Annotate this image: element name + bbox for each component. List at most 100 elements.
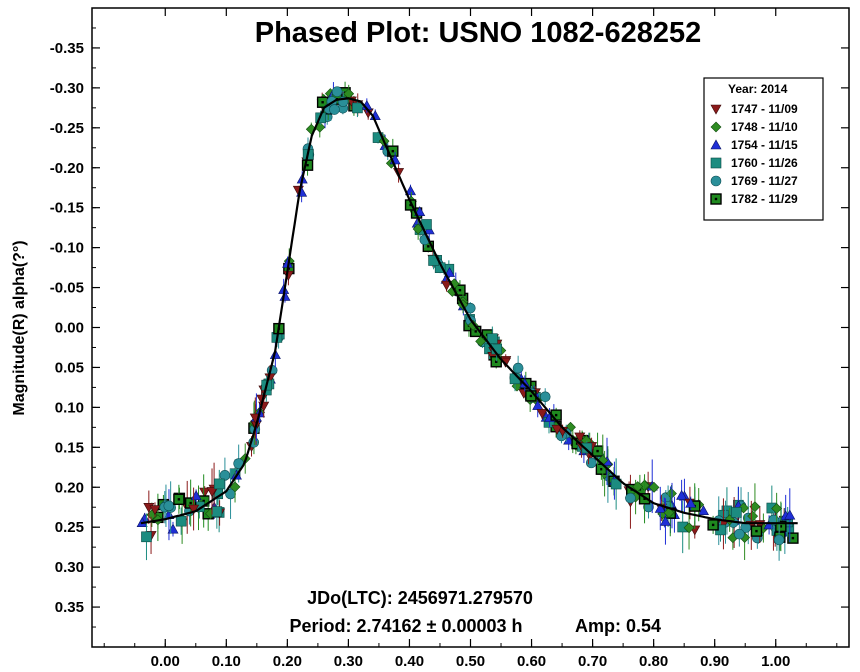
data-point xyxy=(697,505,709,516)
data-point-dot xyxy=(189,501,192,505)
data-point xyxy=(512,362,524,374)
y-tick-label: -0.05 xyxy=(50,280,84,297)
data-point-dot xyxy=(554,413,558,417)
data-point xyxy=(352,102,363,114)
y-tick-label: -0.15 xyxy=(50,200,84,217)
period-annotation: Period: 2.74162 ± 0.00003 h xyxy=(289,616,522,636)
data-point-dot xyxy=(202,499,205,503)
data-point-dot xyxy=(596,449,599,453)
x-tick-label: 0.40 xyxy=(395,653,424,670)
data-point xyxy=(731,507,742,518)
x-tick-label: 1.00 xyxy=(761,653,790,670)
epoch-annotation: JDo(LTC): 2456971.279570 xyxy=(307,588,533,608)
y-tick-label: 0.20 xyxy=(55,479,84,496)
y-tick-label: 0.05 xyxy=(55,359,84,376)
legend-marker xyxy=(710,157,722,169)
chart-title: Phased Plot: USNO 1082-628252 xyxy=(255,17,701,49)
data-point xyxy=(625,492,636,504)
x-tick-label: 0.30 xyxy=(334,653,363,670)
data-point-dot xyxy=(779,525,783,528)
data-point xyxy=(654,502,666,513)
data-point xyxy=(149,505,161,516)
x-tick-label: 0.20 xyxy=(273,653,302,670)
data-point-dot xyxy=(321,101,324,104)
legend-entry-label: 1754 - 11/15 xyxy=(731,138,798,152)
data-point xyxy=(331,86,343,97)
legend-marker xyxy=(710,139,722,150)
data-point xyxy=(404,185,416,196)
y-tick-label: -0.25 xyxy=(50,120,84,137)
data-point xyxy=(329,104,340,115)
data-point xyxy=(659,515,671,526)
legend-entry-label: 1760 - 11/26 xyxy=(731,156,798,170)
data-point xyxy=(441,280,453,291)
data-point xyxy=(475,335,487,347)
fit-curve xyxy=(140,97,798,525)
data-point xyxy=(225,488,236,500)
legend-entry-label: 1782 - 11/29 xyxy=(731,192,798,206)
data-point-dot xyxy=(409,203,412,207)
x-axis: 0.00 0.10 0.20 0.30 0.40 0.50 0.60 0.70 0.80 0.90… xyxy=(103,8,838,670)
legend-entries: 1747 - 11/09 1748 - 11/10 1754 - 11/15 1760… xyxy=(710,102,798,206)
legend-entry-label: 1748 - 11/10 xyxy=(731,120,798,134)
data-point xyxy=(773,534,785,546)
legend-marker-dot xyxy=(714,197,718,201)
data-point xyxy=(581,442,593,454)
y-tick-label: 0.25 xyxy=(55,519,84,536)
data-point-dot xyxy=(529,394,533,398)
amp-annotation: Amp: 0.54 xyxy=(575,616,661,636)
y-tick-label: -0.10 xyxy=(50,240,84,257)
data-point xyxy=(211,506,223,517)
y-axis: -0.35 -0.30 -0.25 -0.20 -0.15 -0.10 -0.05 0.00 0… xyxy=(50,7,849,648)
x-tick-label: 0.70 xyxy=(578,653,607,670)
data-point xyxy=(683,522,695,534)
data-point xyxy=(574,432,586,443)
legend-marker xyxy=(710,104,722,115)
legend-entry-label: 1747 - 11/09 xyxy=(731,102,798,116)
data-point xyxy=(175,515,187,527)
data-point xyxy=(163,500,175,512)
legend: Year: 2014 1747 - 11/09 1748 - 11/10 1754 … xyxy=(703,77,824,221)
y-tick-label: -0.20 xyxy=(50,160,84,177)
x-tick-label: 0.50 xyxy=(456,653,485,670)
data-point-dot xyxy=(458,288,462,292)
data-point-dot xyxy=(643,497,646,500)
legend-entry-label: 1769 - 11/27 xyxy=(731,174,798,188)
y-tick-label: 0.30 xyxy=(55,559,84,576)
data-point-dot xyxy=(474,330,477,333)
data-point xyxy=(610,478,622,490)
data-point-dot xyxy=(306,163,309,167)
y-tick-label: 0.35 xyxy=(55,599,84,616)
data-point xyxy=(213,478,225,490)
x-tick-label: 0.60 xyxy=(517,653,546,670)
data-point xyxy=(676,489,688,500)
data-point-dot xyxy=(177,498,181,501)
x-tick-label: 0.00 xyxy=(151,653,180,670)
data-point xyxy=(551,424,563,435)
data-point-dot xyxy=(711,523,715,527)
legend-marker xyxy=(710,121,722,133)
x-tick-label: 0.10 xyxy=(212,653,241,670)
data-point xyxy=(734,528,745,540)
data-point xyxy=(663,507,675,519)
data-point xyxy=(536,409,548,420)
y-tick-label: -0.30 xyxy=(50,80,84,97)
data-point xyxy=(141,531,152,543)
data-point xyxy=(199,487,211,498)
data-point xyxy=(784,509,796,520)
data-point xyxy=(487,333,498,344)
y-tick-label: -0.35 xyxy=(50,40,84,57)
data-point-dot xyxy=(427,245,430,248)
y-tick-label: 0.10 xyxy=(55,399,84,416)
data-point xyxy=(586,457,597,469)
data-point-dot xyxy=(600,468,603,471)
legend-marker xyxy=(710,175,722,187)
x-tick-label: 0.90 xyxy=(700,653,729,670)
data-point-dot xyxy=(791,536,795,540)
y-tick-label: 0.00 xyxy=(55,320,84,337)
x-tick-label: 0.80 xyxy=(639,653,668,670)
legend-box xyxy=(703,77,824,221)
data-point xyxy=(188,504,200,515)
legend-title: Year: 2014 xyxy=(728,82,788,96)
y-tick-label: 0.15 xyxy=(55,439,84,456)
